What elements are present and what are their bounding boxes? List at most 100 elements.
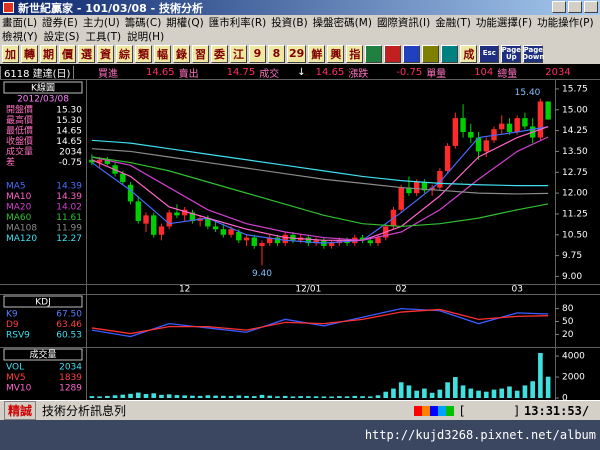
menu-item[interactable]: 操盤密碼(M) (312, 17, 372, 29)
candle-body (406, 187, 412, 194)
volume-bar (367, 396, 373, 398)
menu-item[interactable]: 匯市利率(R) (208, 17, 267, 29)
readout-label: VOL (6, 363, 24, 373)
menu-item[interactable]: 檢視(Y) (2, 31, 38, 43)
tool-button[interactable]: 資 (97, 44, 114, 63)
candle-body (452, 118, 459, 146)
menu-item[interactable]: 證券(E) (42, 17, 78, 29)
volume-bar (391, 388, 396, 398)
tool-button[interactable]: 加 (2, 44, 19, 63)
info-value: 15.30 (56, 106, 82, 116)
x-tick-label: 12/01 (295, 285, 321, 295)
tool-button[interactable]: 8 (268, 44, 285, 63)
tool-button[interactable]: Page Down (522, 44, 545, 63)
tool-button[interactable]: 興 (327, 44, 345, 63)
footer: http://kujd3268.pixnet.net/album (0, 420, 600, 450)
app-icon (3, 2, 14, 13)
tool-icon[interactable] (365, 44, 383, 63)
tool-button[interactable]: 29 (287, 44, 307, 63)
y-tick-label: 12.00 (562, 189, 588, 199)
tool-icon[interactable] (422, 44, 440, 63)
y-tick-label: 9.75 (562, 251, 582, 261)
tool-button[interactable]: 習 (192, 44, 209, 63)
tool-button[interactable]: 委 (211, 44, 228, 63)
info-value: 14.65 (56, 127, 82, 137)
volume-bar (453, 377, 458, 398)
volume-bar (321, 396, 327, 398)
tool-button[interactable]: 幅 (154, 44, 171, 63)
menu-item[interactable]: 功能選擇(F) (475, 17, 533, 29)
menu-item[interactable]: 籌碼(C) (124, 17, 162, 29)
quote-arrow: ↓ (297, 67, 306, 78)
window-buttons (552, 1, 598, 13)
candle-body (236, 232, 242, 241)
menu-bar: 畫面(L) 證券(E) 主力(U) 籌碼(C) 期權(Q) 匯市利率(R) 投資(B) 操盤密… (0, 15, 600, 30)
candle-body (429, 187, 435, 191)
volume-bar (89, 396, 95, 398)
menu-item[interactable]: 金融(T) (435, 17, 471, 29)
menu-item[interactable]: 投資(B) (271, 17, 308, 29)
volume-bar (182, 395, 187, 398)
tool-button[interactable]: 綜 (116, 44, 133, 63)
panel-title: K線圖 (31, 82, 55, 94)
tool-button[interactable]: 鮮 (308, 44, 326, 63)
tool-button[interactable]: 成 (460, 44, 478, 63)
tool-button[interactable]: 類 (135, 44, 152, 63)
quote-label: 單量 (426, 69, 447, 79)
volume-bar (251, 396, 257, 398)
x-tick-label: 12 (179, 285, 190, 295)
menu-item[interactable]: 期權(Q) (166, 17, 204, 29)
ma-line (91, 139, 549, 187)
candle-body (437, 170, 443, 188)
swatch (430, 405, 439, 416)
tool-icon[interactable] (441, 44, 459, 63)
tool-icon[interactable] (384, 44, 402, 63)
tool-button[interactable]: 指 (346, 44, 364, 63)
tool-button[interactable]: Page Up (501, 44, 522, 63)
tool-icon[interactable] (403, 44, 421, 63)
maximize[interactable] (568, 1, 582, 13)
menu-item[interactable]: 工具(T) (85, 31, 122, 43)
tool-button[interactable]: Esc (479, 44, 500, 63)
candle-body (460, 118, 466, 132)
volume-bar (267, 395, 273, 398)
menu-item[interactable]: 說明(H) (127, 31, 165, 43)
tool-button[interactable]: 江 (230, 44, 247, 63)
y-tick-label: 4000 (562, 352, 585, 362)
volume-bar (174, 395, 180, 398)
legend-value: 12.27 (56, 234, 82, 244)
tool-button[interactable]: 價 (59, 44, 76, 63)
volume-bar (151, 393, 157, 398)
menu-bar: 檢視(Y) 設定(S) 工具(T) 說明(H) (0, 30, 600, 43)
tool-button[interactable]: 9 (249, 44, 266, 63)
panel-title: 成交量 (29, 349, 56, 361)
tool-button[interactable]: 轉 (21, 44, 38, 63)
background (0, 64, 600, 400)
swatch (414, 405, 423, 416)
candle-body (398, 187, 404, 210)
menu-item[interactable]: 國際資訊(I) (376, 17, 431, 29)
tool-button[interactable]: 選 (78, 44, 95, 63)
ma-line (91, 156, 549, 228)
y-tick-label: 0 (562, 394, 568, 401)
volume-bar (476, 390, 481, 398)
readout-value: 67.50 (56, 310, 82, 320)
close[interactable] (584, 1, 598, 13)
y-tick-label: 2000 (562, 373, 585, 383)
x-tick-label: 03 (511, 285, 522, 295)
volume-bar (275, 396, 280, 398)
legend-name: MA60 (6, 213, 32, 223)
quote-value: 104 (474, 67, 494, 78)
quote-label: 賣出 (178, 69, 199, 79)
menu-item[interactable]: 功能操作(P) (537, 17, 594, 29)
tool-button[interactable]: 期 (40, 44, 57, 63)
minimize[interactable] (552, 1, 566, 13)
candle-body (251, 237, 257, 246)
menu-item[interactable]: 設定(S) (43, 31, 80, 43)
menu-item[interactable]: 主力(U) (82, 17, 120, 29)
tool-button[interactable]: 錄 (173, 44, 190, 63)
quote-value: -0.75 (396, 67, 423, 78)
candle-body (267, 237, 273, 244)
volume-bar (244, 395, 249, 398)
menu-item[interactable]: 畫面(L) (2, 17, 38, 29)
